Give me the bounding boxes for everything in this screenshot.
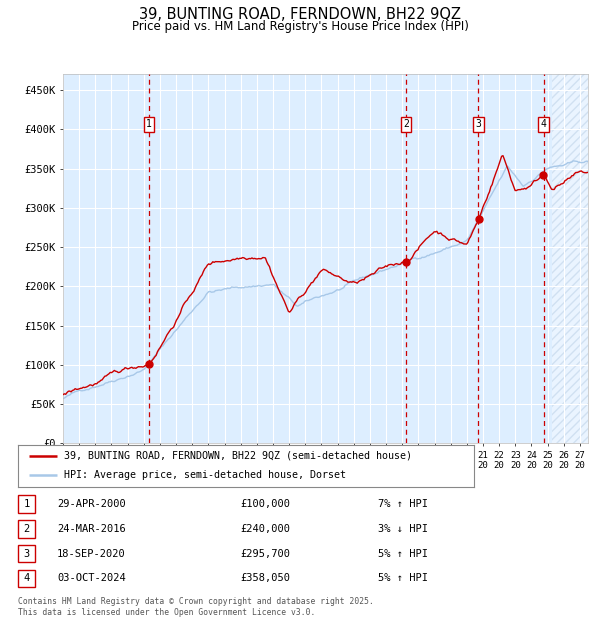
- Bar: [551, 74, 588, 443]
- Text: Contains HM Land Registry data © Crown copyright and database right 2025.
This d: Contains HM Land Registry data © Crown c…: [18, 598, 374, 617]
- Text: 2: 2: [403, 119, 409, 129]
- Text: 4: 4: [23, 574, 29, 583]
- Text: 4: 4: [541, 119, 547, 129]
- Text: 24-MAR-2016: 24-MAR-2016: [57, 524, 126, 534]
- Text: 1: 1: [146, 119, 152, 129]
- Text: 3: 3: [476, 119, 481, 129]
- Text: 1: 1: [23, 499, 29, 509]
- Text: 39, BUNTING ROAD, FERNDOWN, BH22 9QZ: 39, BUNTING ROAD, FERNDOWN, BH22 9QZ: [139, 7, 461, 22]
- Text: 3: 3: [23, 549, 29, 559]
- Text: 7% ↑ HPI: 7% ↑ HPI: [378, 499, 428, 509]
- Text: Price paid vs. HM Land Registry's House Price Index (HPI): Price paid vs. HM Land Registry's House …: [131, 20, 469, 33]
- Text: £240,000: £240,000: [240, 524, 290, 534]
- Text: 03-OCT-2024: 03-OCT-2024: [57, 574, 126, 583]
- Text: £358,050: £358,050: [240, 574, 290, 583]
- Text: HPI: Average price, semi-detached house, Dorset: HPI: Average price, semi-detached house,…: [64, 471, 346, 480]
- Text: £100,000: £100,000: [240, 499, 290, 509]
- Text: 18-SEP-2020: 18-SEP-2020: [57, 549, 126, 559]
- Text: 39, BUNTING ROAD, FERNDOWN, BH22 9QZ (semi-detached house): 39, BUNTING ROAD, FERNDOWN, BH22 9QZ (se…: [64, 451, 412, 461]
- Text: 5% ↑ HPI: 5% ↑ HPI: [378, 574, 428, 583]
- Text: 2: 2: [23, 524, 29, 534]
- Text: 5% ↑ HPI: 5% ↑ HPI: [378, 549, 428, 559]
- Text: 3% ↓ HPI: 3% ↓ HPI: [378, 524, 428, 534]
- Text: 29-APR-2000: 29-APR-2000: [57, 499, 126, 509]
- Text: £295,700: £295,700: [240, 549, 290, 559]
